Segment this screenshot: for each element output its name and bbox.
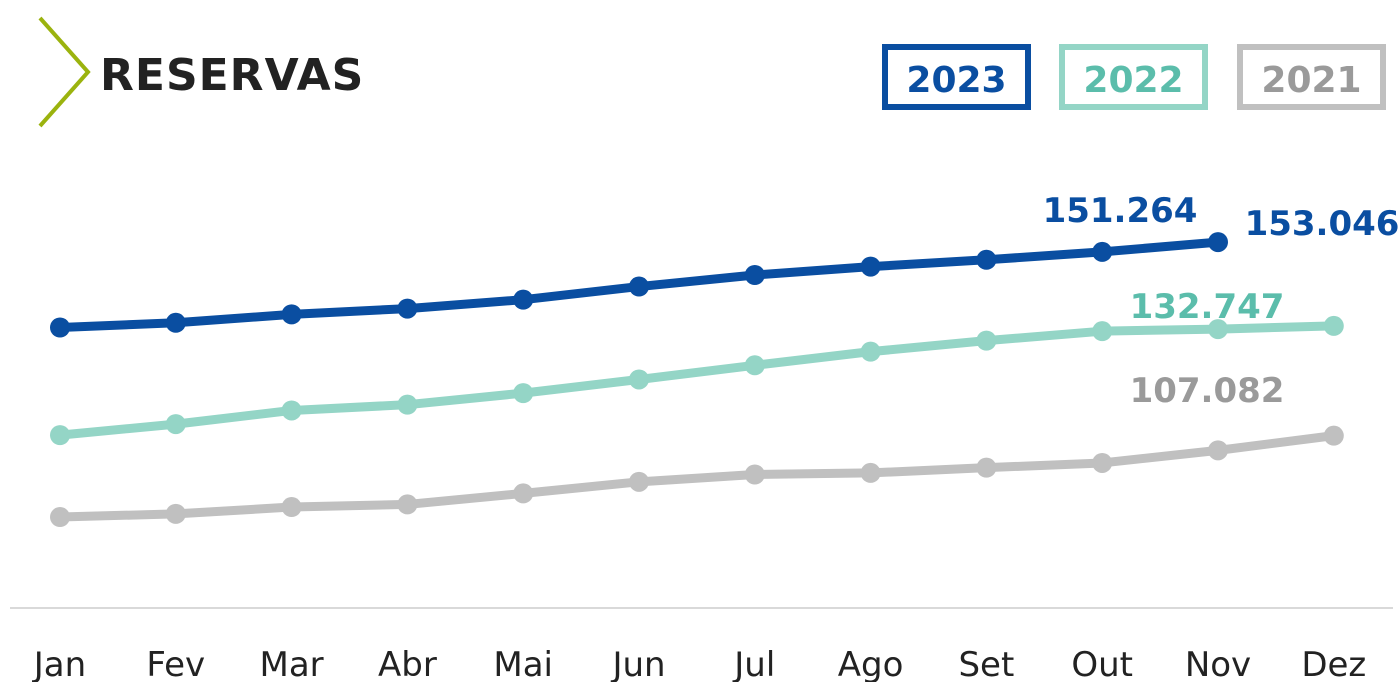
data-point-2021-Jul — [744, 464, 765, 485]
data-point-2022-Mar — [281, 400, 302, 421]
data-point-2022-Jul — [744, 355, 765, 376]
legend-box-2023 — [882, 44, 1031, 110]
legend: 2023 2022 2021 — [882, 44, 1386, 110]
x-tick-label-Mai: Mai — [493, 645, 553, 682]
data-point-2023-Set — [976, 249, 997, 270]
data-point-2022-Jan — [50, 425, 70, 446]
legend-item-2022: 2022 — [1059, 44, 1208, 110]
x-tick-label-Ago: Ago — [838, 645, 904, 682]
value-labels-layer: 151.264 153.046 132.747 107.082 — [1043, 191, 1400, 411]
data-point-2021-Ago — [860, 462, 881, 483]
data-point-2023-Abr — [397, 298, 418, 319]
legend-box-2022 — [1059, 44, 1208, 110]
data-label-2021-107.082: 107.082 — [1130, 371, 1285, 411]
data-point-2022-Mai — [513, 383, 534, 404]
data-point-2023-Jun — [629, 276, 649, 297]
title-chevron-icon — [38, 16, 91, 128]
data-point-2022-Abr — [397, 394, 418, 415]
data-point-2022-Jun — [629, 369, 649, 390]
series-2021 — [50, 425, 1344, 528]
data-point-2022-Out — [1092, 321, 1113, 342]
x-tick-label-Fev: Fev — [146, 645, 205, 682]
legend-box-2021 — [1237, 44, 1386, 110]
data-point-2021-Nov — [1208, 440, 1228, 461]
x-axis-ticks: Jan Fev Mar Abr Mai Jun Jul Ago Set Out Nov Dez — [32, 645, 1366, 682]
x-tick-label-Jun: Jun — [610, 645, 665, 682]
x-tick-label-Abr: Abr — [378, 645, 437, 682]
legend-label-2022: 2022 — [1083, 60, 1183, 101]
x-tick-label-Mar: Mar — [260, 645, 324, 682]
x-tick-label-Out: Out — [1071, 645, 1133, 682]
x-tick-label-Nov: Nov — [1185, 645, 1251, 682]
data-point-2022-Nov — [1208, 319, 1228, 340]
legend-item-2021: 2021 — [1237, 44, 1386, 110]
data-point-2021-Dez — [1323, 425, 1344, 446]
series-2023 — [50, 232, 1228, 338]
series-layer — [50, 232, 1344, 528]
series-line-2021 — [55, 431, 1339, 522]
data-label-2023-153.046: 153.046 — [1245, 204, 1400, 244]
data-point-2023-Jul — [744, 265, 765, 285]
x-tick-label-Jan: Jan — [32, 645, 86, 682]
legend-item-2023: 2023 — [882, 44, 1031, 110]
data-point-2022-Set — [976, 330, 997, 351]
x-tick-label-Jul: Jul — [732, 645, 775, 682]
x-tick-label-Dez: Dez — [1301, 645, 1366, 682]
data-point-2022-Ago — [860, 341, 881, 362]
chart-title: RESERVAS — [100, 50, 364, 101]
data-point-2023-Nov — [1208, 232, 1228, 253]
data-point-2023-Jan — [50, 317, 70, 338]
data-point-2021-Mar — [281, 497, 302, 518]
data-point-2023-Mar — [281, 304, 302, 325]
legend-label-2023: 2023 — [906, 60, 1006, 101]
data-point-2022-Fev — [165, 414, 186, 435]
data-point-2021-Out — [1092, 452, 1113, 473]
data-label-2023-151.264: 151.264 — [1043, 191, 1198, 231]
series-2022 — [50, 315, 1344, 446]
data-point-2022-Dez — [1323, 315, 1344, 336]
data-point-2023-Mai — [513, 289, 534, 310]
data-point-2023-Ago — [860, 256, 881, 277]
data-point-2023-Out — [1092, 241, 1113, 262]
legend-label-2021: 2021 — [1261, 60, 1361, 101]
data-point-2021-Fev — [165, 503, 186, 524]
x-tick-label-Set: Set — [958, 645, 1014, 682]
data-point-2021-Jun — [629, 471, 649, 492]
series-line-2022 — [55, 321, 1339, 440]
data-point-2021-Set — [976, 457, 997, 478]
data-point-2021-Jan — [50, 507, 70, 528]
data-point-2023-Fev — [165, 312, 186, 333]
data-point-2021-Mai — [513, 483, 534, 504]
data-point-2021-Abr — [397, 494, 418, 515]
data-label-2022-132.747: 132.747 — [1130, 287, 1285, 327]
